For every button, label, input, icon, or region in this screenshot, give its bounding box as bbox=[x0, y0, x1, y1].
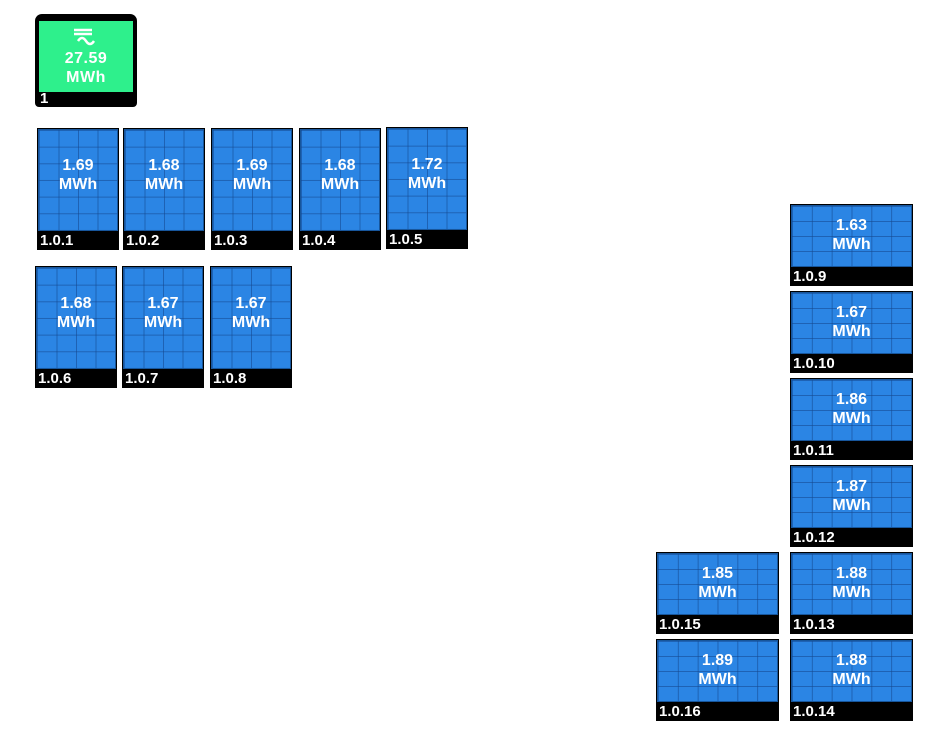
panel-label: 1.0.7 bbox=[125, 370, 159, 387]
panel-energy: 1.87 MWh bbox=[832, 478, 871, 514]
panel-energy: 1.89 MWh bbox=[698, 652, 737, 688]
panel-1-0-2[interactable]: 1.68 MWh 1.0.2 bbox=[123, 128, 205, 250]
panel-1-0-9[interactable]: 1.63 MWh 1.0.9 bbox=[790, 204, 913, 286]
panel-label: 1.0.15 bbox=[659, 616, 701, 633]
panel-label: 1.0.9 bbox=[793, 268, 827, 285]
panel-energy: 1.69 MWh bbox=[58, 157, 98, 193]
panel-1-0-10[interactable]: 1.67 MWh 1.0.10 bbox=[790, 291, 913, 373]
panel-1-0-14[interactable]: 1.88 MWh 1.0.14 bbox=[790, 639, 913, 721]
panel-1-0-12[interactable]: 1.87 MWh 1.0.12 bbox=[790, 465, 913, 547]
panel-label: 1.0.2 bbox=[126, 232, 160, 249]
panel-label: 1.0.12 bbox=[793, 529, 835, 546]
panel-cells bbox=[124, 129, 204, 231]
panel-1-0-15[interactable]: 1.85 MWh 1.0.15 bbox=[656, 552, 779, 634]
panel-energy: 1.69 MWh bbox=[232, 157, 272, 193]
panel-label: 1.0.5 bbox=[389, 231, 423, 248]
panel-1-0-16[interactable]: 1.89 MWh 1.0.16 bbox=[656, 639, 779, 721]
panel-cells bbox=[657, 640, 778, 702]
panel-1-0-3[interactable]: 1.69 MWh 1.0.3 bbox=[211, 128, 293, 250]
inverter-screen: 27.59 MWh bbox=[39, 21, 133, 92]
panel-cells bbox=[791, 466, 912, 528]
panel-energy: 1.68 MWh bbox=[144, 157, 184, 193]
panel-energy: 1.68 MWh bbox=[320, 157, 360, 193]
panel-energy: 1.72 MWh bbox=[407, 156, 447, 192]
panel-label: 1.0.10 bbox=[793, 355, 835, 372]
panel-1-0-7[interactable]: 1.67 MWh 1.0.7 bbox=[122, 266, 204, 388]
panel-energy: 1.63 MWh bbox=[832, 217, 871, 253]
panel-energy: 1.67 MWh bbox=[143, 295, 183, 331]
panel-cells bbox=[300, 129, 380, 231]
panel-cells bbox=[36, 267, 116, 369]
panel-energy: 1.85 MWh bbox=[698, 565, 737, 601]
panel-label: 1.0.14 bbox=[793, 703, 835, 720]
panel-cells bbox=[791, 292, 912, 354]
inverter-energy: 27.59 MWh bbox=[64, 50, 108, 86]
ac-dc-inverter-icon bbox=[74, 28, 96, 46]
panel-cells bbox=[791, 205, 912, 267]
panel-label: 1.0.11 bbox=[793, 442, 834, 459]
panel-label: 1.0.6 bbox=[38, 370, 72, 387]
panel-cells bbox=[123, 267, 203, 369]
panel-label: 1.0.8 bbox=[213, 370, 247, 387]
panel-1-0-4[interactable]: 1.68 MWh 1.0.4 bbox=[299, 128, 381, 250]
panel-energy: 1.68 MWh bbox=[56, 295, 96, 331]
panel-energy: 1.67 MWh bbox=[832, 304, 871, 340]
panel-cells bbox=[657, 553, 778, 615]
inverter-label: 1 bbox=[40, 90, 49, 107]
panel-energy: 1.88 MWh bbox=[832, 565, 871, 601]
panel-cells bbox=[38, 129, 118, 231]
panel-cells bbox=[791, 379, 912, 441]
panel-label: 1.0.13 bbox=[793, 616, 835, 633]
panel-1-0-11[interactable]: 1.86 MWh 1.0.11 bbox=[790, 378, 913, 460]
panel-energy: 1.88 MWh bbox=[832, 652, 871, 688]
panel-1-0-1[interactable]: 1.69 MWh 1.0.1 bbox=[37, 128, 119, 250]
panel-energy: 1.86 MWh bbox=[832, 391, 871, 427]
panel-cells bbox=[211, 267, 291, 369]
panel-label: 1.0.16 bbox=[659, 703, 701, 720]
panel-label: 1.0.3 bbox=[214, 232, 248, 249]
inverter-1[interactable]: 27.59 MWh 1 bbox=[35, 14, 137, 107]
panel-cells bbox=[791, 553, 912, 615]
panel-1-0-5[interactable]: 1.72 MWh 1.0.5 bbox=[386, 127, 468, 249]
panel-1-0-8[interactable]: 1.67 MWh 1.0.8 bbox=[210, 266, 292, 388]
panel-1-0-13[interactable]: 1.88 MWh 1.0.13 bbox=[790, 552, 913, 634]
panel-label: 1.0.1 bbox=[40, 232, 74, 249]
panel-label: 1.0.4 bbox=[302, 232, 336, 249]
panel-energy: 1.67 MWh bbox=[231, 295, 271, 331]
panel-cells bbox=[387, 128, 467, 230]
panel-cells bbox=[212, 129, 292, 231]
panel-cells bbox=[791, 640, 912, 702]
panel-1-0-6[interactable]: 1.68 MWh 1.0.6 bbox=[35, 266, 117, 388]
